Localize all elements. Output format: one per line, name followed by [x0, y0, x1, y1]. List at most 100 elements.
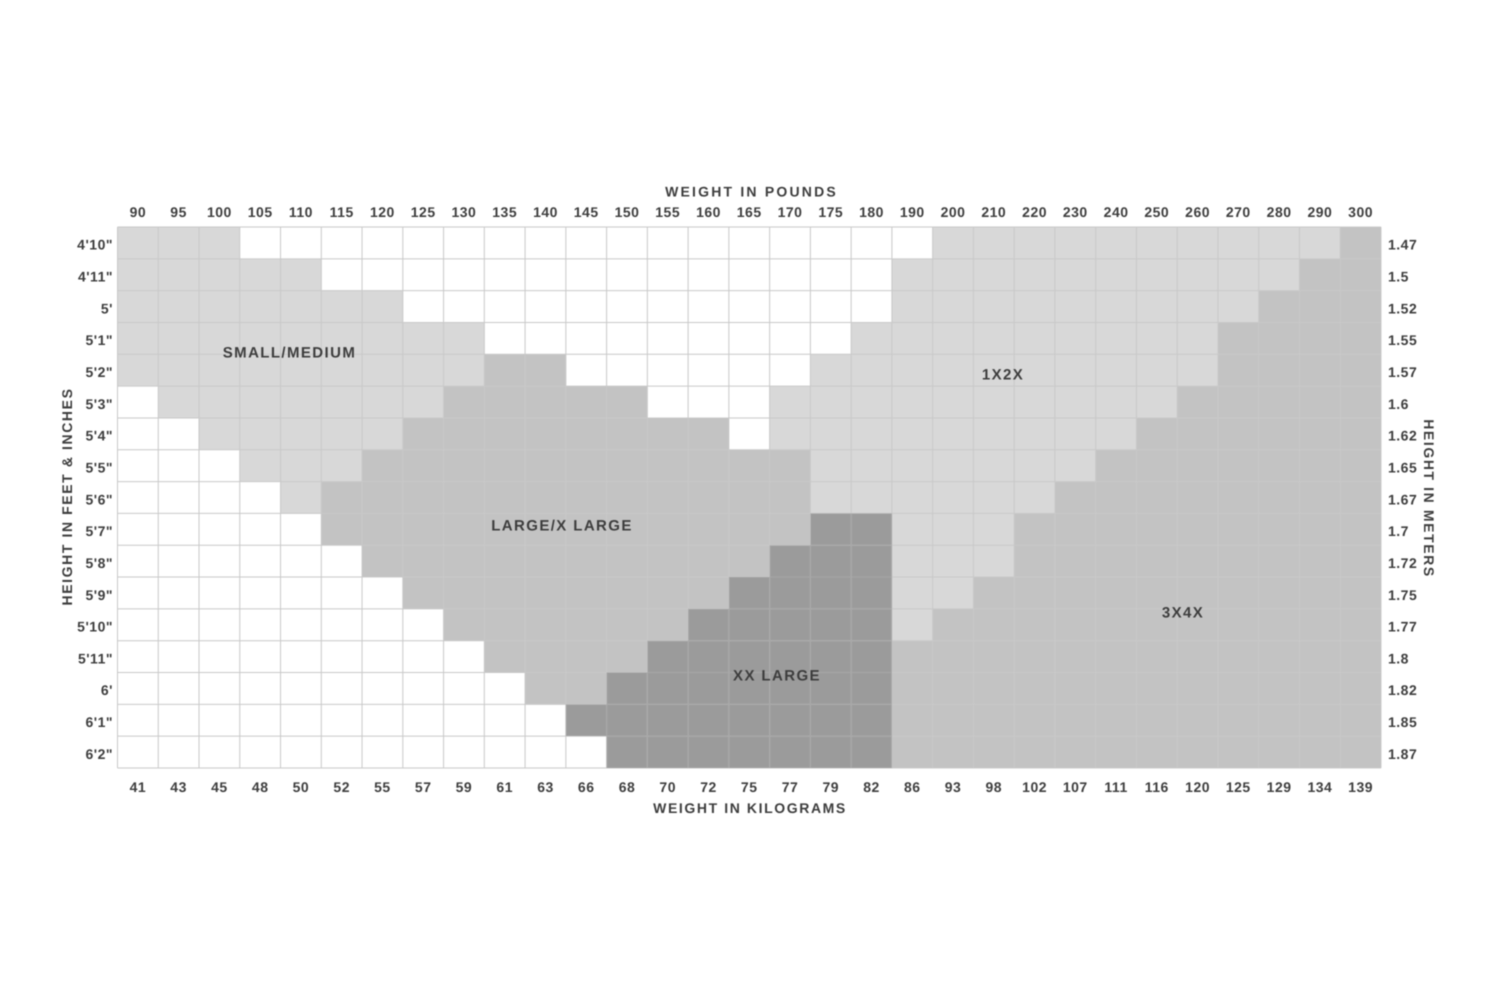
svg-text:260: 260 [1185, 204, 1210, 220]
svg-text:HEIGHT IN FEET & INCHES: HEIGHT IN FEET & INCHES [59, 387, 75, 605]
svg-text:190: 190 [900, 204, 925, 220]
svg-text:HEIGHT IN METERS: HEIGHT IN METERS [1421, 419, 1437, 578]
svg-text:1.82: 1.82 [1388, 682, 1417, 698]
svg-text:61: 61 [496, 779, 513, 795]
svg-text:1.55: 1.55 [1388, 332, 1417, 348]
svg-text:170: 170 [778, 204, 803, 220]
svg-text:1.87: 1.87 [1388, 746, 1417, 762]
svg-text:XX LARGE: XX LARGE [733, 668, 821, 685]
svg-text:134: 134 [1307, 779, 1332, 795]
svg-text:SMALL/MEDIUM: SMALL/MEDIUM [223, 345, 356, 362]
svg-text:43: 43 [170, 779, 187, 795]
svg-text:140: 140 [533, 204, 558, 220]
svg-text:5'2": 5'2" [85, 364, 113, 380]
svg-text:6': 6' [101, 682, 113, 698]
svg-text:4'11": 4'11" [78, 269, 113, 285]
svg-text:125: 125 [1226, 779, 1251, 795]
svg-text:50: 50 [293, 779, 310, 795]
svg-text:6'2": 6'2" [85, 746, 113, 762]
svg-text:220: 220 [1022, 204, 1047, 220]
svg-text:86: 86 [904, 779, 921, 795]
svg-text:165: 165 [737, 204, 762, 220]
svg-text:111: 111 [1104, 779, 1127, 795]
svg-text:1.6: 1.6 [1388, 396, 1409, 412]
svg-text:95: 95 [170, 204, 187, 220]
svg-text:150: 150 [615, 204, 640, 220]
svg-text:120: 120 [1185, 779, 1210, 795]
svg-text:116: 116 [1145, 779, 1169, 795]
svg-text:75: 75 [741, 779, 758, 795]
svg-text:250: 250 [1144, 204, 1169, 220]
svg-text:180: 180 [859, 204, 884, 220]
svg-text:1.72: 1.72 [1388, 555, 1417, 571]
svg-text:72: 72 [700, 779, 717, 795]
svg-text:100: 100 [207, 204, 232, 220]
svg-text:52: 52 [333, 779, 350, 795]
svg-text:270: 270 [1226, 204, 1251, 220]
svg-text:45: 45 [211, 779, 228, 795]
svg-text:79: 79 [823, 779, 840, 795]
svg-text:230: 230 [1063, 204, 1088, 220]
svg-text:5'1": 5'1" [85, 332, 113, 348]
svg-text:125: 125 [411, 204, 436, 220]
svg-text:155: 155 [655, 204, 680, 220]
svg-text:240: 240 [1104, 204, 1129, 220]
svg-text:105: 105 [248, 204, 273, 220]
svg-text:5'6": 5'6" [85, 491, 113, 507]
svg-text:1.7: 1.7 [1388, 523, 1409, 539]
svg-text:55: 55 [374, 779, 391, 795]
svg-text:1.85: 1.85 [1388, 714, 1417, 730]
svg-text:1.67: 1.67 [1388, 491, 1417, 507]
svg-text:130: 130 [451, 204, 476, 220]
svg-text:5'3": 5'3" [85, 396, 113, 412]
svg-text:59: 59 [456, 779, 473, 795]
svg-text:70: 70 [659, 779, 676, 795]
svg-text:1.65: 1.65 [1388, 460, 1417, 476]
svg-text:77: 77 [782, 779, 799, 795]
svg-text:4'10": 4'10" [77, 237, 113, 253]
svg-text:LARGE/X LARGE: LARGE/X LARGE [491, 518, 633, 535]
svg-text:WEIGHT IN KILOGRAMS: WEIGHT IN KILOGRAMS [653, 800, 847, 816]
svg-text:93: 93 [945, 779, 962, 795]
svg-text:1.8: 1.8 [1388, 650, 1409, 666]
svg-text:200: 200 [941, 204, 966, 220]
svg-text:1.52: 1.52 [1388, 300, 1417, 316]
svg-text:300: 300 [1348, 204, 1373, 220]
svg-text:90: 90 [130, 204, 147, 220]
svg-text:5'11": 5'11" [78, 650, 113, 666]
svg-text:139: 139 [1348, 779, 1373, 795]
svg-text:5'8": 5'8" [85, 555, 113, 571]
svg-text:5'4": 5'4" [85, 428, 113, 444]
svg-text:6'1": 6'1" [85, 714, 113, 730]
svg-text:1.5: 1.5 [1388, 269, 1409, 285]
svg-text:5': 5' [101, 300, 113, 316]
svg-text:5'5": 5'5" [85, 460, 113, 476]
svg-text:1.77: 1.77 [1388, 619, 1417, 635]
svg-text:280: 280 [1267, 204, 1292, 220]
svg-text:1.57: 1.57 [1388, 364, 1417, 380]
svg-text:68: 68 [619, 779, 636, 795]
svg-text:175: 175 [818, 204, 843, 220]
svg-text:160: 160 [696, 204, 721, 220]
svg-text:WEIGHT IN POUNDS: WEIGHT IN POUNDS [665, 184, 838, 200]
svg-text:115: 115 [330, 204, 354, 220]
svg-text:48: 48 [252, 779, 269, 795]
svg-text:120: 120 [370, 204, 395, 220]
svg-text:1.47: 1.47 [1388, 237, 1417, 253]
svg-text:1.62: 1.62 [1388, 428, 1417, 444]
svg-text:3X4X: 3X4X [1162, 605, 1204, 622]
svg-text:5'10": 5'10" [77, 619, 113, 635]
svg-text:41: 41 [130, 779, 147, 795]
svg-text:66: 66 [578, 779, 595, 795]
svg-text:1.75: 1.75 [1388, 587, 1417, 603]
svg-text:5'7": 5'7" [85, 523, 113, 539]
svg-text:57: 57 [415, 779, 432, 795]
svg-text:129: 129 [1267, 779, 1292, 795]
svg-text:82: 82 [863, 779, 880, 795]
svg-text:5'9": 5'9" [85, 587, 113, 603]
svg-text:102: 102 [1022, 779, 1047, 795]
svg-text:1X2X: 1X2X [982, 367, 1024, 384]
svg-text:210: 210 [981, 204, 1006, 220]
svg-text:98: 98 [986, 779, 1003, 795]
svg-text:107: 107 [1063, 779, 1088, 795]
